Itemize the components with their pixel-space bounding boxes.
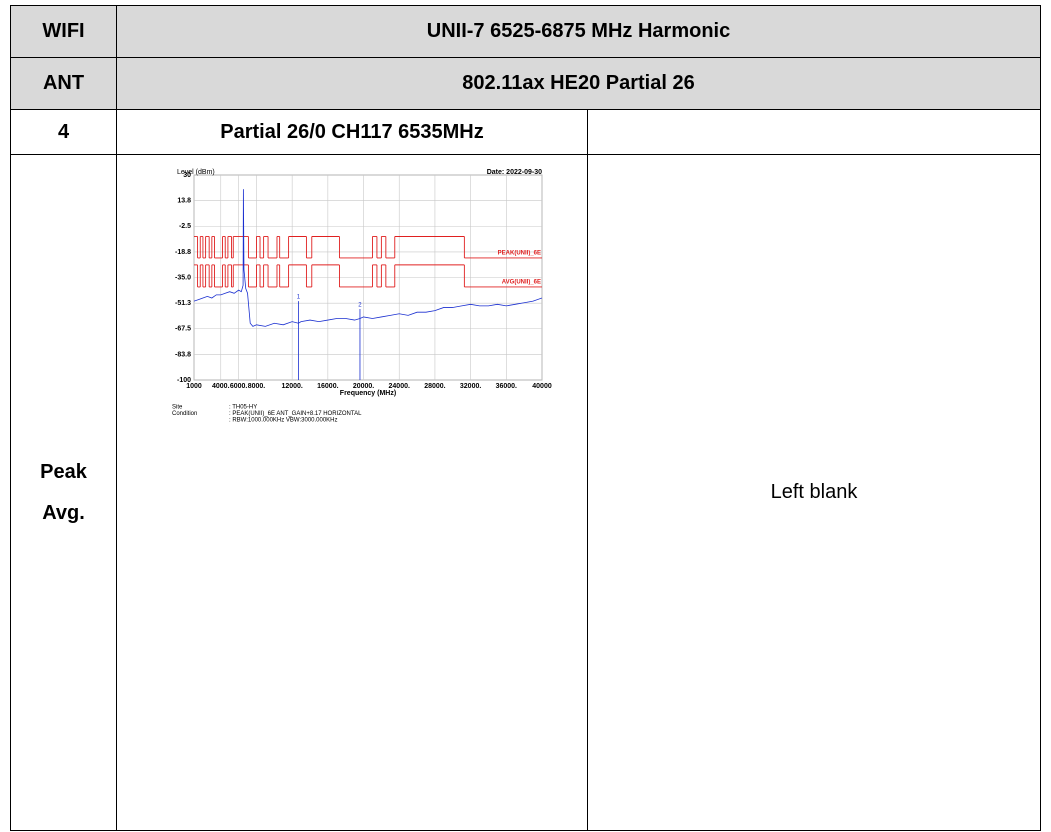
y-tick-label: -18.8 <box>175 249 191 256</box>
x-tick-label: 8000. <box>248 383 266 390</box>
trace <box>194 189 542 327</box>
x-tick-label: 32000. <box>460 383 481 390</box>
x-tick-label: 16000. <box>317 383 338 390</box>
x-tick-label: 4000. <box>212 383 230 390</box>
cell: Partial 26/0 CH117 6535MHz <box>116 109 588 155</box>
info-label: Site <box>172 405 183 411</box>
empty-cell <box>587 109 1041 155</box>
chart-cell: 30 13.8 -2.5 -18.8 -35.0 -51.3 -67.5 -83.8 -100 1… <box>116 154 588 831</box>
cell: WIFI <box>10 5 117 58</box>
y-tick-label: -67.5 <box>175 326 191 333</box>
x-tick-label: 1000 <box>186 383 202 390</box>
marker-label: 1 <box>297 295 301 301</box>
series-label: AVG(UNII)_6E <box>502 280 541 286</box>
y-tick-label: -2.5 <box>179 223 191 230</box>
cell: 802.11ax HE20 Partial 26 <box>116 57 1041 110</box>
cell: 4 <box>10 109 117 155</box>
y-tick-label: 30 <box>183 172 191 179</box>
cell: UNII-7 6525-6875 MHz Harmonic <box>116 5 1041 58</box>
cell: Peak Avg. <box>10 154 117 831</box>
x-tick-label: 6000. <box>230 383 248 390</box>
cell: ANT <box>10 57 117 110</box>
x-tick-label: 20000. <box>353 383 374 390</box>
info-text: : PEAK(UNII)_6E ANT_GAIN+8.17 HORIZONTAL <box>229 411 362 417</box>
x-tick-label: 24000. <box>389 383 410 390</box>
series-label: PEAK(UNII)_6E <box>498 251 541 257</box>
date: Date: 2022-09-30 <box>487 169 542 176</box>
x-axis-label: Frequency (MHz) <box>340 390 396 397</box>
chart: 3013.8-2.5-18.8-35.0-51.3-67.5-83.8-1001… <box>172 169 552 424</box>
y-tick-label: -100 <box>177 377 191 384</box>
info-text: : TH05-HY <box>229 405 257 411</box>
marker-label: 2 <box>358 303 362 309</box>
x-tick-label: 28000. <box>424 383 445 390</box>
cell: Left blank <box>587 154 1041 831</box>
x-tick-label: 40000 <box>532 383 552 390</box>
info-label: Condition <box>172 411 197 417</box>
line: Peak <box>40 460 87 483</box>
x-tick-label: 36000. <box>496 383 517 390</box>
results-table: WIFI UNII-7 6525-6875 MHz Harmonic ANT 802… <box>10 5 1041 831</box>
y-tick-label: -51.3 <box>175 300 191 307</box>
y-tick-label: -83.8 <box>175 351 191 358</box>
y-tick-label: -35.0 <box>175 274 191 281</box>
y-axis-label: Level (dBm) <box>177 169 215 176</box>
line: Avg. <box>42 501 85 524</box>
x-tick-label: 12000. <box>281 383 302 390</box>
y-tick-label: 13.8 <box>177 197 191 204</box>
info-text: : RBW:1000.000KHz VBW:3000.000KHz <box>229 418 338 424</box>
